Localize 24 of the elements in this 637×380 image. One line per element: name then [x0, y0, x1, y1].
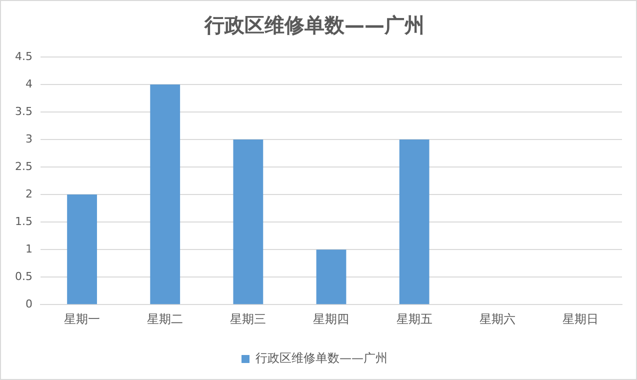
x-tick-label: 星期一 [64, 312, 100, 326]
bar [399, 140, 430, 304]
legend-label: 行政区维修单数——广州 [256, 351, 388, 366]
bar [316, 250, 346, 304]
y-tick-label: 0.5 [14, 270, 32, 283]
bar [67, 194, 97, 304]
x-tick-label: 星期五 [396, 312, 432, 326]
y-tick-label: 3.5 [14, 104, 32, 118]
y-tick-label: 4.5 [14, 50, 32, 63]
y-tick-label: 2 [25, 187, 32, 200]
x-tick-label: 星期二 [147, 312, 184, 326]
bar [150, 84, 180, 304]
x-tick-label: 星期四 [313, 312, 350, 326]
x-tick-label: 星期六 [479, 312, 516, 326]
bar [233, 140, 264, 304]
y-tick-label: 1 [25, 242, 32, 256]
x-tick-label: 星期三 [230, 312, 266, 326]
y-tick-label: 1.5 [14, 214, 32, 228]
x-tick-label: 星期日 [562, 312, 598, 326]
chart-title: 行政区维修单数——广州 [204, 13, 424, 38]
y-tick-label: 0 [25, 297, 32, 310]
y-tick-label: 3 [25, 132, 32, 146]
y-tick-label: 2.5 [14, 160, 32, 173]
y-tick-label: 4 [25, 77, 32, 90]
